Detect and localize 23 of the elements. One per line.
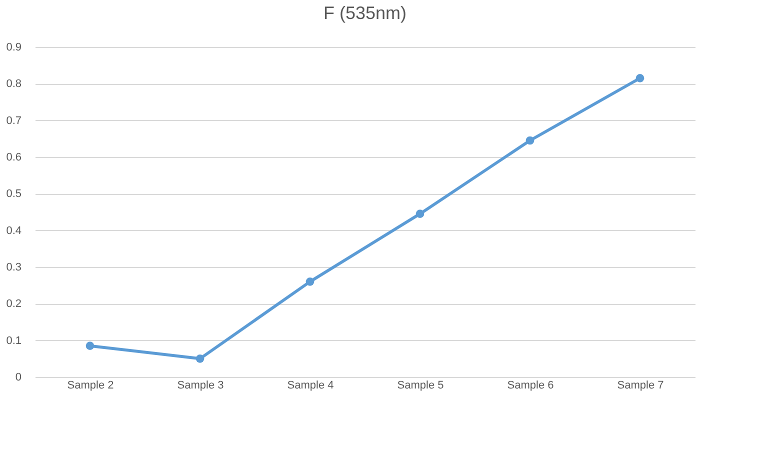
point [86,342,94,350]
point [196,354,204,363]
y-tick-label: 0.9 [6,42,22,54]
y-tick-label: 0.7 [6,114,22,127]
x-tick-label: Sample 6 [507,380,554,392]
y-tick-label: 0.4 [6,224,22,237]
x-tick-label: Sample 4 [287,380,334,392]
x-tick-label: Sample 5 [397,380,444,392]
x-tick-label: Sample 7 [617,380,664,392]
y-tick-label: 0 [15,372,22,384]
point [416,210,424,218]
point [526,136,534,145]
y-tick-label: 0.6 [6,152,22,164]
y-tick-label: 0.1 [6,334,22,347]
y-tick-label: 0.8 [6,78,22,90]
point [636,74,644,82]
y-tick-label: 0.3 [6,262,22,274]
chart-title: F (535nm) [323,3,407,23]
x-tick-label: Sample 2 [67,380,114,392]
x-tick-label: Sample 3 [177,380,224,392]
y-tick-label: 0.5 [6,188,22,200]
point [306,277,314,286]
y-tick-label: 0.2 [6,298,22,310]
